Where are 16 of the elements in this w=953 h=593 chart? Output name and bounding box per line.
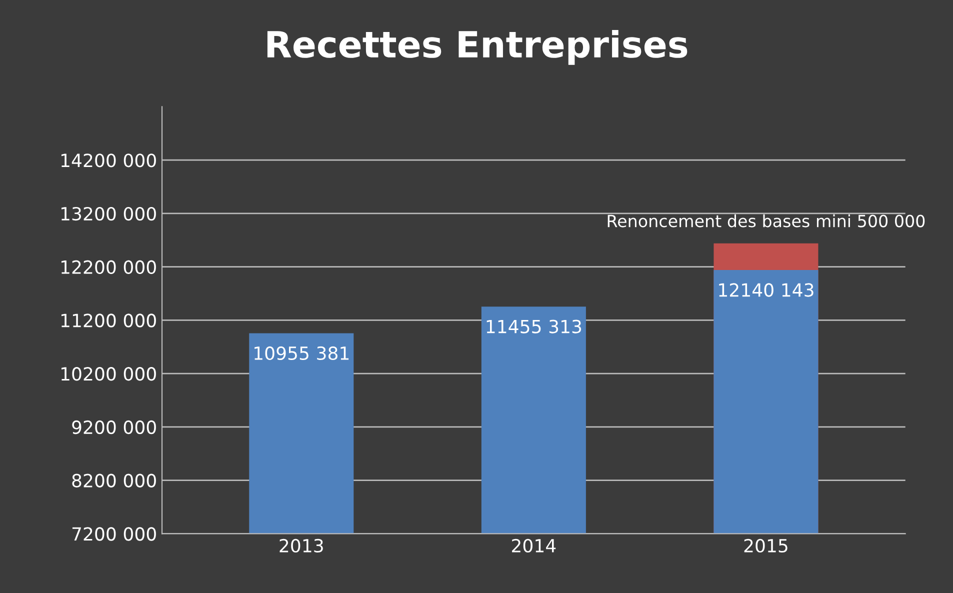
y-tick-label: 11200 000 — [61, 314, 156, 328]
y-tick-label: 7200 000 — [72, 527, 156, 541]
chart-title: Recettes Entreprises — [267, 30, 688, 65]
y-tick-label: 8200 000 — [72, 474, 156, 488]
x-tick-label: 2013 — [280, 538, 323, 553]
y-tick-label: 12200 000 — [61, 260, 156, 274]
y-tick-label: 13200 000 — [61, 206, 156, 221]
y-tick-label: 9200 000 — [72, 420, 156, 434]
data-label: 10955 381 — [254, 346, 349, 360]
y-tick-label: 10200 000 — [61, 367, 156, 381]
y-tick-label: 14200 000 — [61, 154, 156, 168]
data-label: 11455 313 — [486, 320, 582, 334]
data-label: Renoncement des bases mini 500 000 — [608, 214, 925, 228]
x-tick-label: 2015 — [744, 538, 788, 553]
data-label: 12140 143 — [719, 283, 814, 297]
x-tick-label: 2014 — [512, 538, 556, 553]
